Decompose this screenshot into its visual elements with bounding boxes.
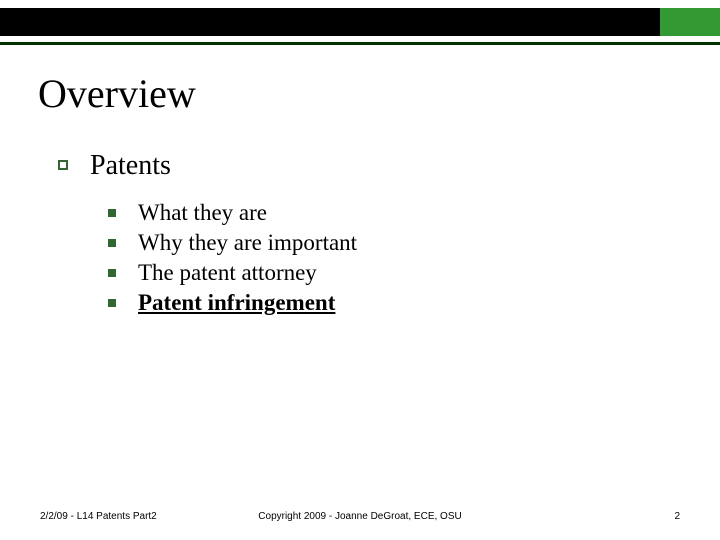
bullet-filled-icon (108, 239, 116, 247)
top-bar-dark-segment (0, 8, 660, 36)
top-bar-green-segment (660, 8, 720, 36)
top-thin-line (0, 42, 720, 45)
level2-label: The patent attorney (138, 260, 317, 286)
top-decorative-bar (0, 8, 720, 36)
list-item-level2: Patent infringement (108, 290, 357, 316)
footer-right: 2 (674, 511, 680, 522)
list-item-level2: Why they are important (108, 230, 357, 256)
bullet-filled-icon (108, 269, 116, 277)
bullet-filled-icon (108, 209, 116, 217)
list-item-level2: What they are (108, 200, 357, 226)
level2-label: Why they are important (138, 230, 357, 256)
sub-list: What they are Why they are important The… (108, 200, 357, 316)
list-item-level2: The patent attorney (108, 260, 357, 286)
bullet-filled-icon (108, 299, 116, 307)
slide-content: Patents What they are Why they are impor… (58, 150, 357, 320)
slide-footer: 2/2/09 - L14 Patents Part2 Copyright 200… (0, 511, 720, 522)
level2-label: What they are (138, 200, 267, 226)
slide-title: Overview (38, 70, 196, 117)
footer-center: Copyright 2009 - Joanne DeGroat, ECE, OS… (258, 511, 461, 522)
list-item-level1: Patents (58, 150, 357, 182)
level2-label-emphasis: Patent infringement (138, 290, 335, 316)
footer-left: 2/2/09 - L14 Patents Part2 (40, 511, 157, 522)
bullet-open-icon (58, 160, 68, 170)
level1-label: Patents (90, 150, 171, 182)
